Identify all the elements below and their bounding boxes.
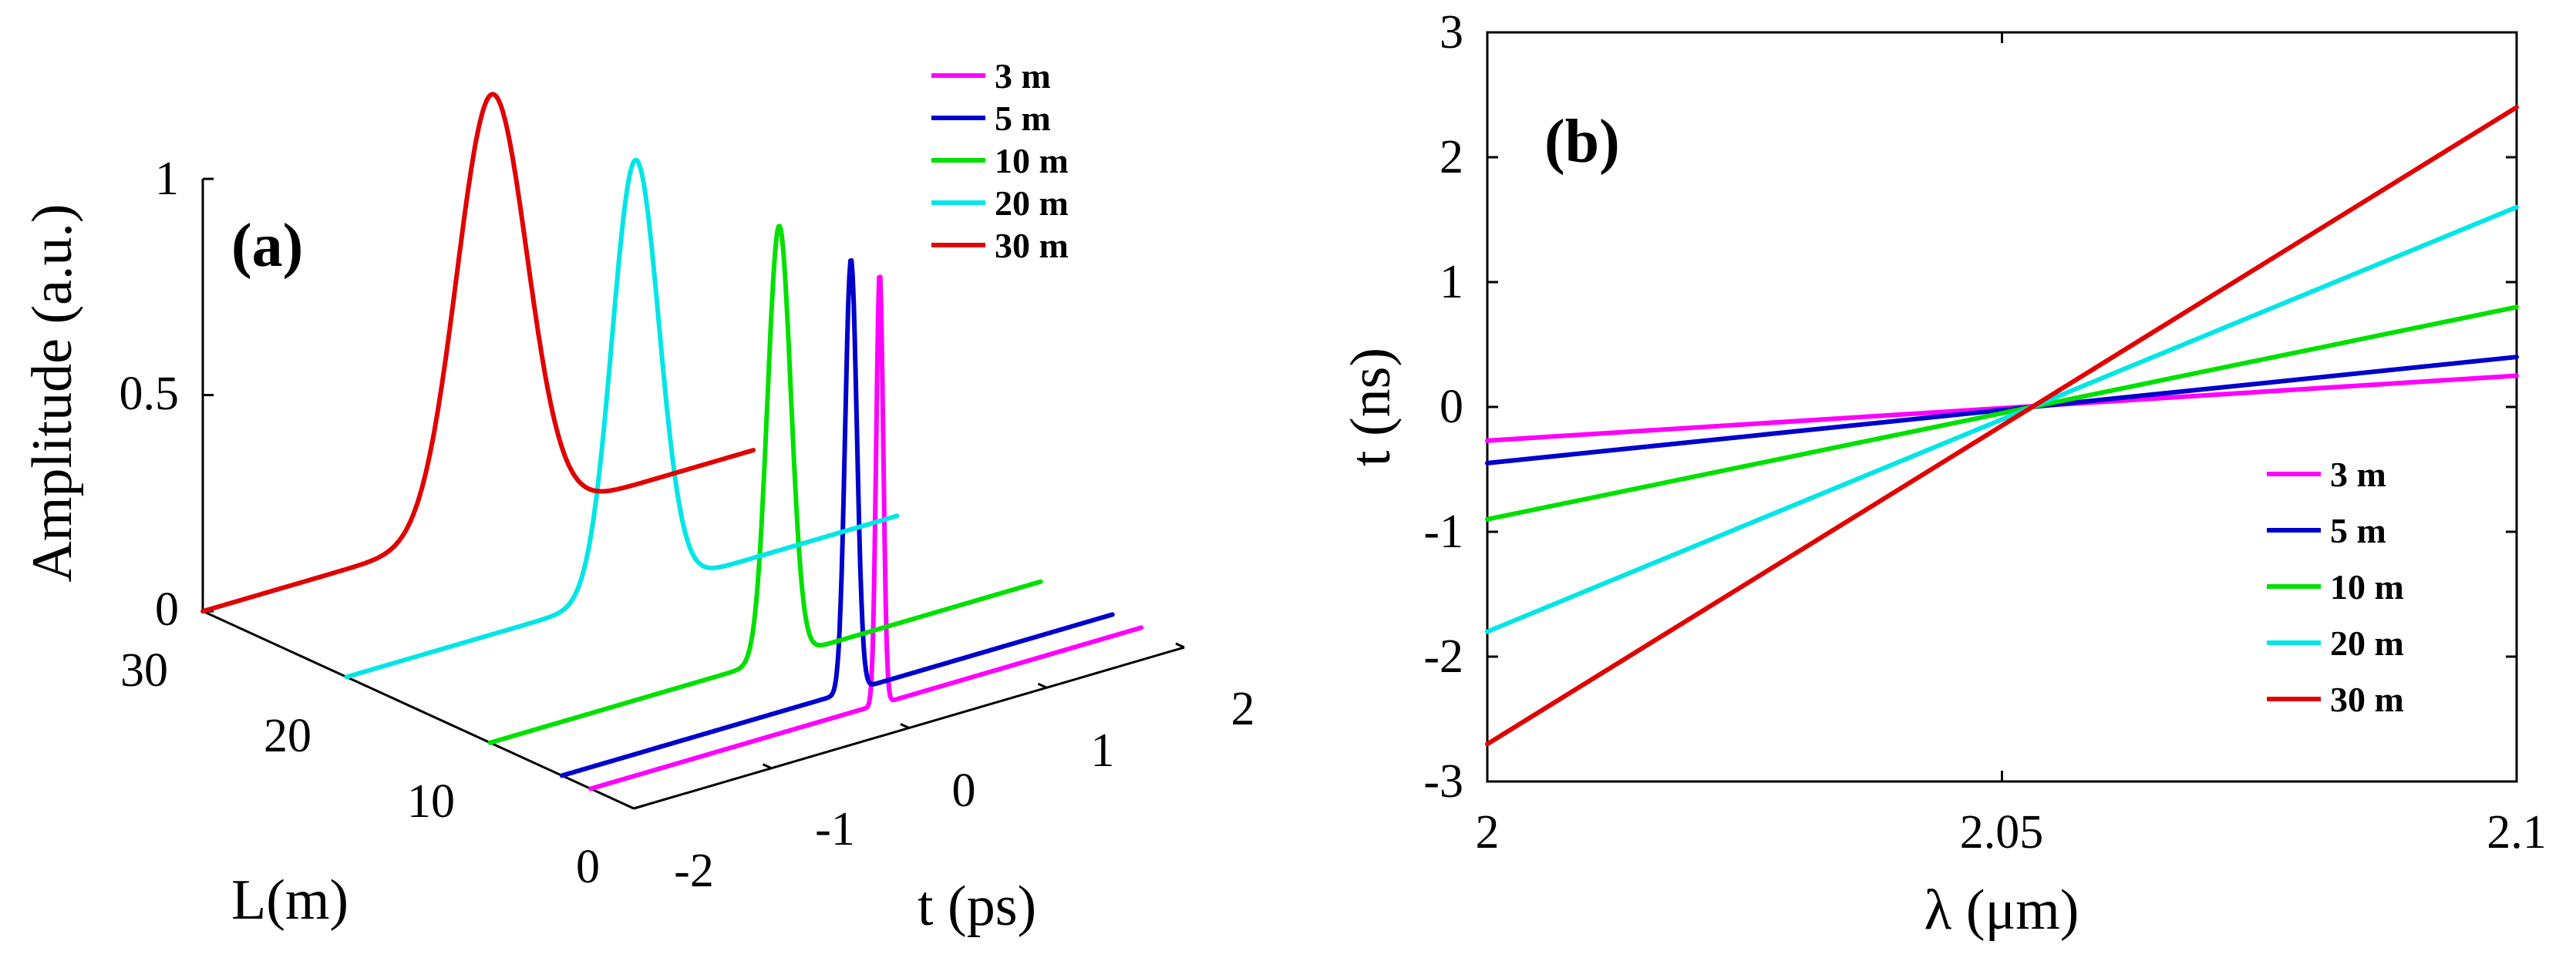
b-y-tick-0: 0 [1440,381,1463,433]
a-legend-label-3m: 3 m [995,56,1051,96]
b-x-tick-205: 2.05 [1960,806,2044,859]
b-y-tick-m1: -1 [1423,506,1463,558]
b-y-axis-label: t (ns) [1339,348,1402,466]
b-y-tick-m3: -3 [1423,755,1463,808]
a-legend: 3 m5 m10 m20 m30 m [931,56,1069,265]
b-x-tick-2: 2 [1476,806,1500,859]
a-pulse-30m [200,92,756,614]
a-legend-label-10m: 10 m [995,141,1069,180]
a-t-tickmark-1 [1037,682,1048,689]
a-t-tick-1: 1 [1091,724,1115,777]
b-legend: 3 m 5 m 10 m 20 m 30 m [2267,455,2404,719]
b-lines [1485,105,2519,747]
a-legend-label-30m: 30 m [995,226,1069,265]
a-l-tick-10: 10 [407,775,455,828]
a-pulse-10m [487,224,1043,745]
a-pulse-5m [559,257,1115,778]
panel-a-3d-plot: 0 0.5 1 0 10 20 30 -2 -1 0 1 2 Amplitude… [21,56,1255,938]
a-tick-marks [202,177,1185,810]
a-t-tickmark-1 [762,763,773,770]
b-legend-label-5m: 5 m [2330,511,2386,550]
a-z-tick-1: 1 [155,153,179,205]
a-legend-label-5m: 5 m [995,99,1051,138]
a-pulse-3m [588,274,1144,792]
b-legend-label-30m: 30 m [2330,680,2404,719]
b-panel-label: (b) [1544,108,1620,176]
a-pulse-20m [344,157,900,680]
b-line-20m [1485,204,2519,634]
a-panel-label: (a) [231,212,303,280]
b-x-axis-label: λ (μm) [1924,879,2079,942]
b-line-30m [1485,105,2519,747]
a-curves [200,92,1144,792]
a-l-axis-label: L(m) [231,869,349,932]
a-t-tickmark-2 [625,803,635,810]
a-z-axis-label: Amplitude (a.u.) [21,203,84,582]
b-tick-marks [1486,31,2518,783]
a-l-tick-30: 30 [120,644,168,697]
panel-b-line-plot: -3 -2 -1 0 1 2 3 2 2.05 2.1 λ (μm) t (ns… [1339,6,2547,942]
b-legend-label-3m: 3 m [2330,455,2386,494]
a-t-tick-m1: -1 [815,803,855,855]
a-l-tickmark-0 [633,805,644,810]
a-t-tickmark-0 [900,723,910,729]
a-t-tick-m2: -2 [674,845,714,897]
b-line-5m [1485,355,2519,466]
b-legend-label-20m: 20 m [2330,623,2404,663]
b-y-tick-1: 1 [1440,256,1463,308]
a-l-tick-20: 20 [264,710,311,762]
b-y-tick-2: 2 [1440,131,1463,183]
a-l-tick-0: 0 [576,841,600,893]
a-t-axis-label: t (ps) [918,875,1036,938]
b-legend-label-10m: 10 m [2330,567,2404,607]
a-t-tick-2: 2 [1231,683,1255,735]
a-t-tick-0: 0 [952,765,976,817]
b-y-tick-3: 3 [1440,6,1463,59]
b-line-10m [1485,304,2519,522]
a-legend-label-20m: 20 m [995,183,1069,223]
a-z-tick-05: 0.5 [120,368,180,420]
a-t-tickmark-2 [1175,642,1185,649]
b-y-tick-m2: -2 [1423,630,1463,683]
b-x-tick-21: 2.1 [2487,806,2547,859]
a-z-tick-0: 0 [155,583,179,636]
